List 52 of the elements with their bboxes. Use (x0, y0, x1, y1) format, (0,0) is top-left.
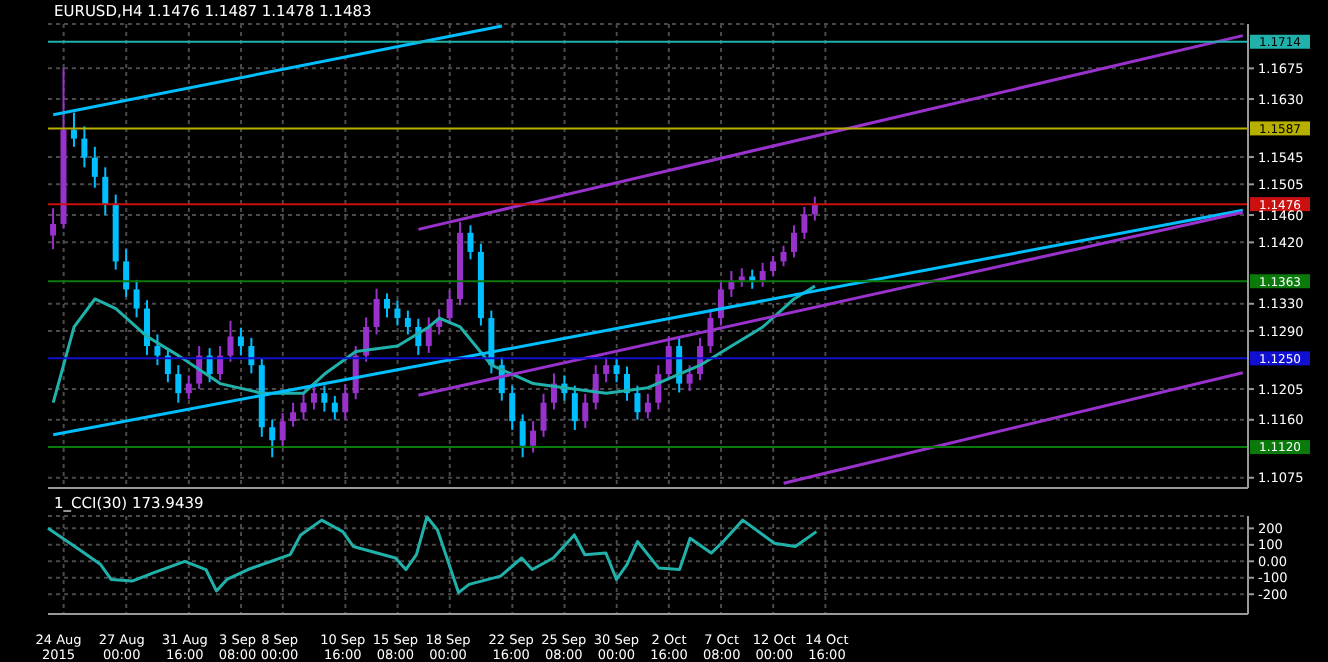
candlestick (467, 224, 474, 261)
candlestick (321, 384, 328, 413)
candlestick (540, 392, 547, 438)
candlestick (665, 335, 672, 382)
candlestick (123, 248, 130, 298)
candlestick (50, 207, 57, 251)
candlestick (686, 364, 693, 393)
candlestick (154, 333, 161, 367)
candlestick (770, 255, 777, 278)
candlestick (644, 392, 651, 420)
candlestick (571, 384, 578, 431)
candlestick (394, 299, 401, 327)
candlestick (81, 125, 88, 169)
candlestick (237, 326, 244, 356)
candlestick (446, 289, 453, 326)
candlestick (310, 383, 317, 411)
candlestick (592, 364, 599, 411)
candlestick (269, 418, 276, 459)
line-series (51, 284, 817, 405)
candlestick (811, 195, 818, 222)
candlestick (749, 268, 756, 290)
candlestick (373, 287, 380, 336)
candlestick (185, 374, 192, 401)
candlestick (582, 392, 589, 429)
candlestick (384, 292, 390, 319)
candlestick (603, 355, 610, 384)
candlestick (175, 364, 182, 404)
candlestick (279, 411, 286, 449)
candlestick (363, 316, 370, 363)
candlestick (780, 244, 787, 268)
candlestick (425, 316, 432, 354)
candlestick (613, 357, 620, 384)
candlestick (300, 392, 307, 421)
candlestick (759, 261, 766, 288)
line-series (46, 516, 818, 595)
candlestick (634, 384, 641, 421)
candlestick (133, 278, 140, 319)
candlestick (530, 420, 537, 454)
candlestick (519, 413, 526, 459)
candlestick (290, 401, 297, 428)
candlestick (102, 166, 109, 217)
candlestick (91, 145, 98, 189)
candlestick (342, 383, 349, 421)
candlestick (790, 224, 797, 259)
candlestick (717, 278, 724, 327)
candlestick (509, 384, 516, 431)
candlestick (655, 364, 662, 411)
candlestick (227, 319, 234, 363)
candlestick (331, 394, 338, 421)
candlestick (801, 205, 808, 240)
candlestick (738, 267, 745, 288)
candlestick (404, 309, 411, 336)
